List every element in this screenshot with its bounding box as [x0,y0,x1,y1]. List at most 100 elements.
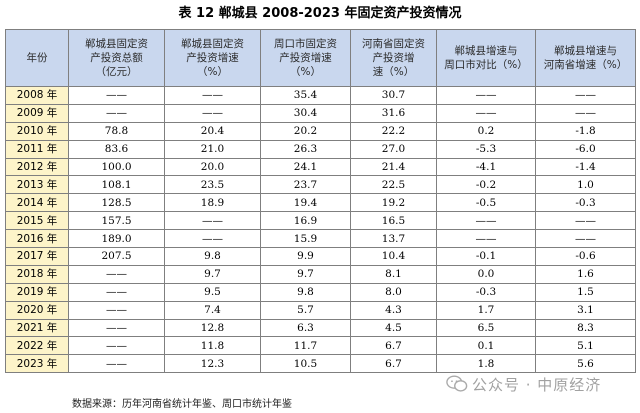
value-cell: —— [436,211,536,231]
table-row: 2021 年 —— 12.8 6.3 4.5 6.5 8.3 [5,318,636,338]
value-cell: 9.7 [164,264,261,284]
column-header-line: 产投资增速 [279,52,332,64]
value-cell: 83.6 [68,139,165,159]
year-cell: 2023 年 [5,354,69,374]
value-cell: 11.8 [164,336,261,356]
value-cell: 9.9 [260,247,351,266]
value-cell: —— [68,264,165,284]
table-row: 2010 年 78.8 20.4 20.2 22.2 0.2 -1.8 [5,121,636,141]
year-cell: 2016 年 [5,229,69,249]
value-cell: 4.5 [350,318,437,338]
value-cell: -0.2 [436,175,536,195]
value-cell: 0.1 [436,336,536,356]
column-header: 周口市固定资 产投资增速 （%） [260,29,351,87]
value-cell: 5.6 [535,354,636,374]
table-row: 2019 年 —— 9.5 9.8 8.0 -0.3 1.5 [5,282,636,302]
value-cell: 20.2 [260,121,351,141]
table-row: 2018 年 —— 9.7 9.7 8.1 0.0 1.6 [5,264,636,284]
value-cell: —— [164,229,261,249]
value-cell: 8.0 [350,282,437,302]
value-cell: 6.7 [350,354,437,374]
value-cell: 13.7 [350,229,437,249]
value-cell: —— [164,86,261,105]
column-header-line: 产投资增 [372,52,415,64]
value-cell: —— [68,86,165,105]
year-cell: 2009 年 [5,103,69,123]
column-header: 郸城县固定资 产投资增速 （%） [164,29,261,87]
year-cell: 2012 年 [5,157,69,177]
value-cell: 1.6 [535,264,636,284]
value-cell: -6.0 [535,139,636,159]
value-cell: 15.9 [260,229,351,249]
column-header-line: 河南省固定资 [362,38,425,50]
table-row: 2013 年 108.1 23.5 23.7 22.5 -0.2 1.0 [5,175,636,195]
value-cell: -1.8 [535,121,636,141]
column-header-line: （亿元） [95,66,138,78]
value-cell: 0.2 [436,121,536,141]
value-cell: 12.8 [164,318,261,338]
value-cell: 30.4 [260,103,351,123]
table-row: 2015 年 157.5 —— 16.9 16.5 —— —— [5,211,636,231]
column-header-line: 郸城县固定资 [181,38,244,50]
value-cell: —— [68,282,165,302]
column-header: 郸城县增速与 河南省增速（%） [535,29,636,87]
value-cell: 128.5 [68,193,165,213]
column-header-line: 郸城县增速与 [554,45,617,57]
value-cell: 18.9 [164,193,261,213]
column-header-line: 产投资增速 [186,52,239,64]
table-row: 2008 年 —— —— 35.4 30.7 —— —— [5,86,636,105]
table-row: 2016 年 189.0 —— 15.9 13.7 —— —— [5,229,636,249]
value-cell: 157.5 [68,211,165,231]
column-header-line: （%） [290,66,321,78]
year-cell: 2015 年 [5,211,69,231]
value-cell: 22.2 [350,121,437,141]
value-cell: —— [436,229,536,249]
value-cell: 207.5 [68,247,165,266]
value-cell: 30.7 [350,86,437,105]
value-cell: 6.7 [350,336,437,356]
value-cell: 11.7 [260,336,351,356]
column-header-line: 郸城县增速与 [454,45,518,57]
value-cell: 23.5 [164,175,261,195]
value-cell: 22.5 [350,175,437,195]
table-row: 2017 年 207.5 9.8 9.9 10.4 -0.1 -0.6 [5,247,636,266]
watermark: 公众号 · 中原经济 [446,372,601,396]
value-cell: 35.4 [260,86,351,105]
value-cell: 16.9 [260,211,351,231]
table-row: 2014 年 128.5 18.9 19.4 19.2 -0.5 -0.3 [5,193,636,213]
year-cell: 2017 年 [5,247,69,266]
value-cell: 20.4 [164,121,261,141]
value-cell: 9.8 [260,282,351,302]
value-cell: —— [164,103,261,123]
header-row: 年份 郸城县固定资 产投资总额 （亿元） 郸城县固定资 产投资增速 （%） 周口市固定资 产投资… [5,29,636,87]
year-cell: 2010 年 [5,121,69,141]
value-cell: -0.3 [436,282,536,302]
column-header-line: 郸城县固定资 [85,38,148,50]
value-cell: -1.4 [535,157,636,177]
column-header: 郸城县增速与 周口市对比（%） [436,29,536,87]
value-cell: —— [68,336,165,356]
value-cell: 24.1 [260,157,351,177]
column-header-line: （%） [197,66,228,78]
year-cell: 2011 年 [5,139,69,159]
value-cell: 3.1 [535,300,636,320]
value-cell: —— [535,211,636,231]
column-header-line: 速（%） [372,66,415,78]
value-cell: 26.3 [260,139,351,159]
value-cell: 23.7 [260,175,351,195]
table-row: 2022 年 —— 11.8 11.7 6.7 0.1 5.1 [5,336,636,356]
table-row: 2012 年 100.0 20.0 24.1 21.4 -4.1 -1.4 [5,157,636,177]
value-cell: 10.4 [350,247,437,266]
investment-table: 年份 郸城县固定资 产投资总额 （亿元） 郸城县固定资 产投资增速 （%） 周口市固定资 产投资… [5,29,636,374]
value-cell: 9.7 [260,264,351,284]
value-cell: 1.8 [436,354,536,374]
value-cell: 6.5 [436,318,536,338]
value-cell: 27.0 [350,139,437,159]
column-header: 河南省固定资 产投资增速（%） [350,29,437,87]
value-cell: -4.1 [436,157,536,177]
value-cell: 10.5 [260,354,351,374]
column-header-line: 河南省增速（%） [543,59,628,71]
year-cell: 2022 年 [5,336,69,356]
value-cell: 9.5 [164,282,261,302]
value-cell: 8.1 [350,264,437,284]
